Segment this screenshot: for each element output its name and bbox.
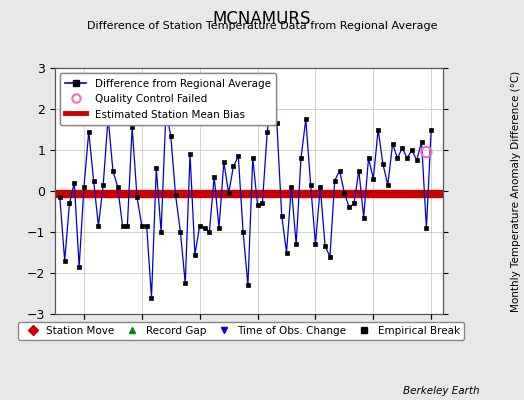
Text: Monthly Temperature Anomaly Difference (°C): Monthly Temperature Anomaly Difference (…: [511, 70, 521, 312]
Text: Berkeley Earth: Berkeley Earth: [403, 386, 479, 396]
Text: MCNAMURS: MCNAMURS: [213, 10, 311, 28]
Legend: Difference from Regional Average, Quality Control Failed, Estimated Station Mean: Difference from Regional Average, Qualit…: [60, 73, 276, 125]
Legend: Station Move, Record Gap, Time of Obs. Change, Empirical Break: Station Move, Record Gap, Time of Obs. C…: [18, 322, 464, 340]
Text: Difference of Station Temperature Data from Regional Average: Difference of Station Temperature Data f…: [87, 21, 437, 31]
Point: [422, 149, 431, 155]
